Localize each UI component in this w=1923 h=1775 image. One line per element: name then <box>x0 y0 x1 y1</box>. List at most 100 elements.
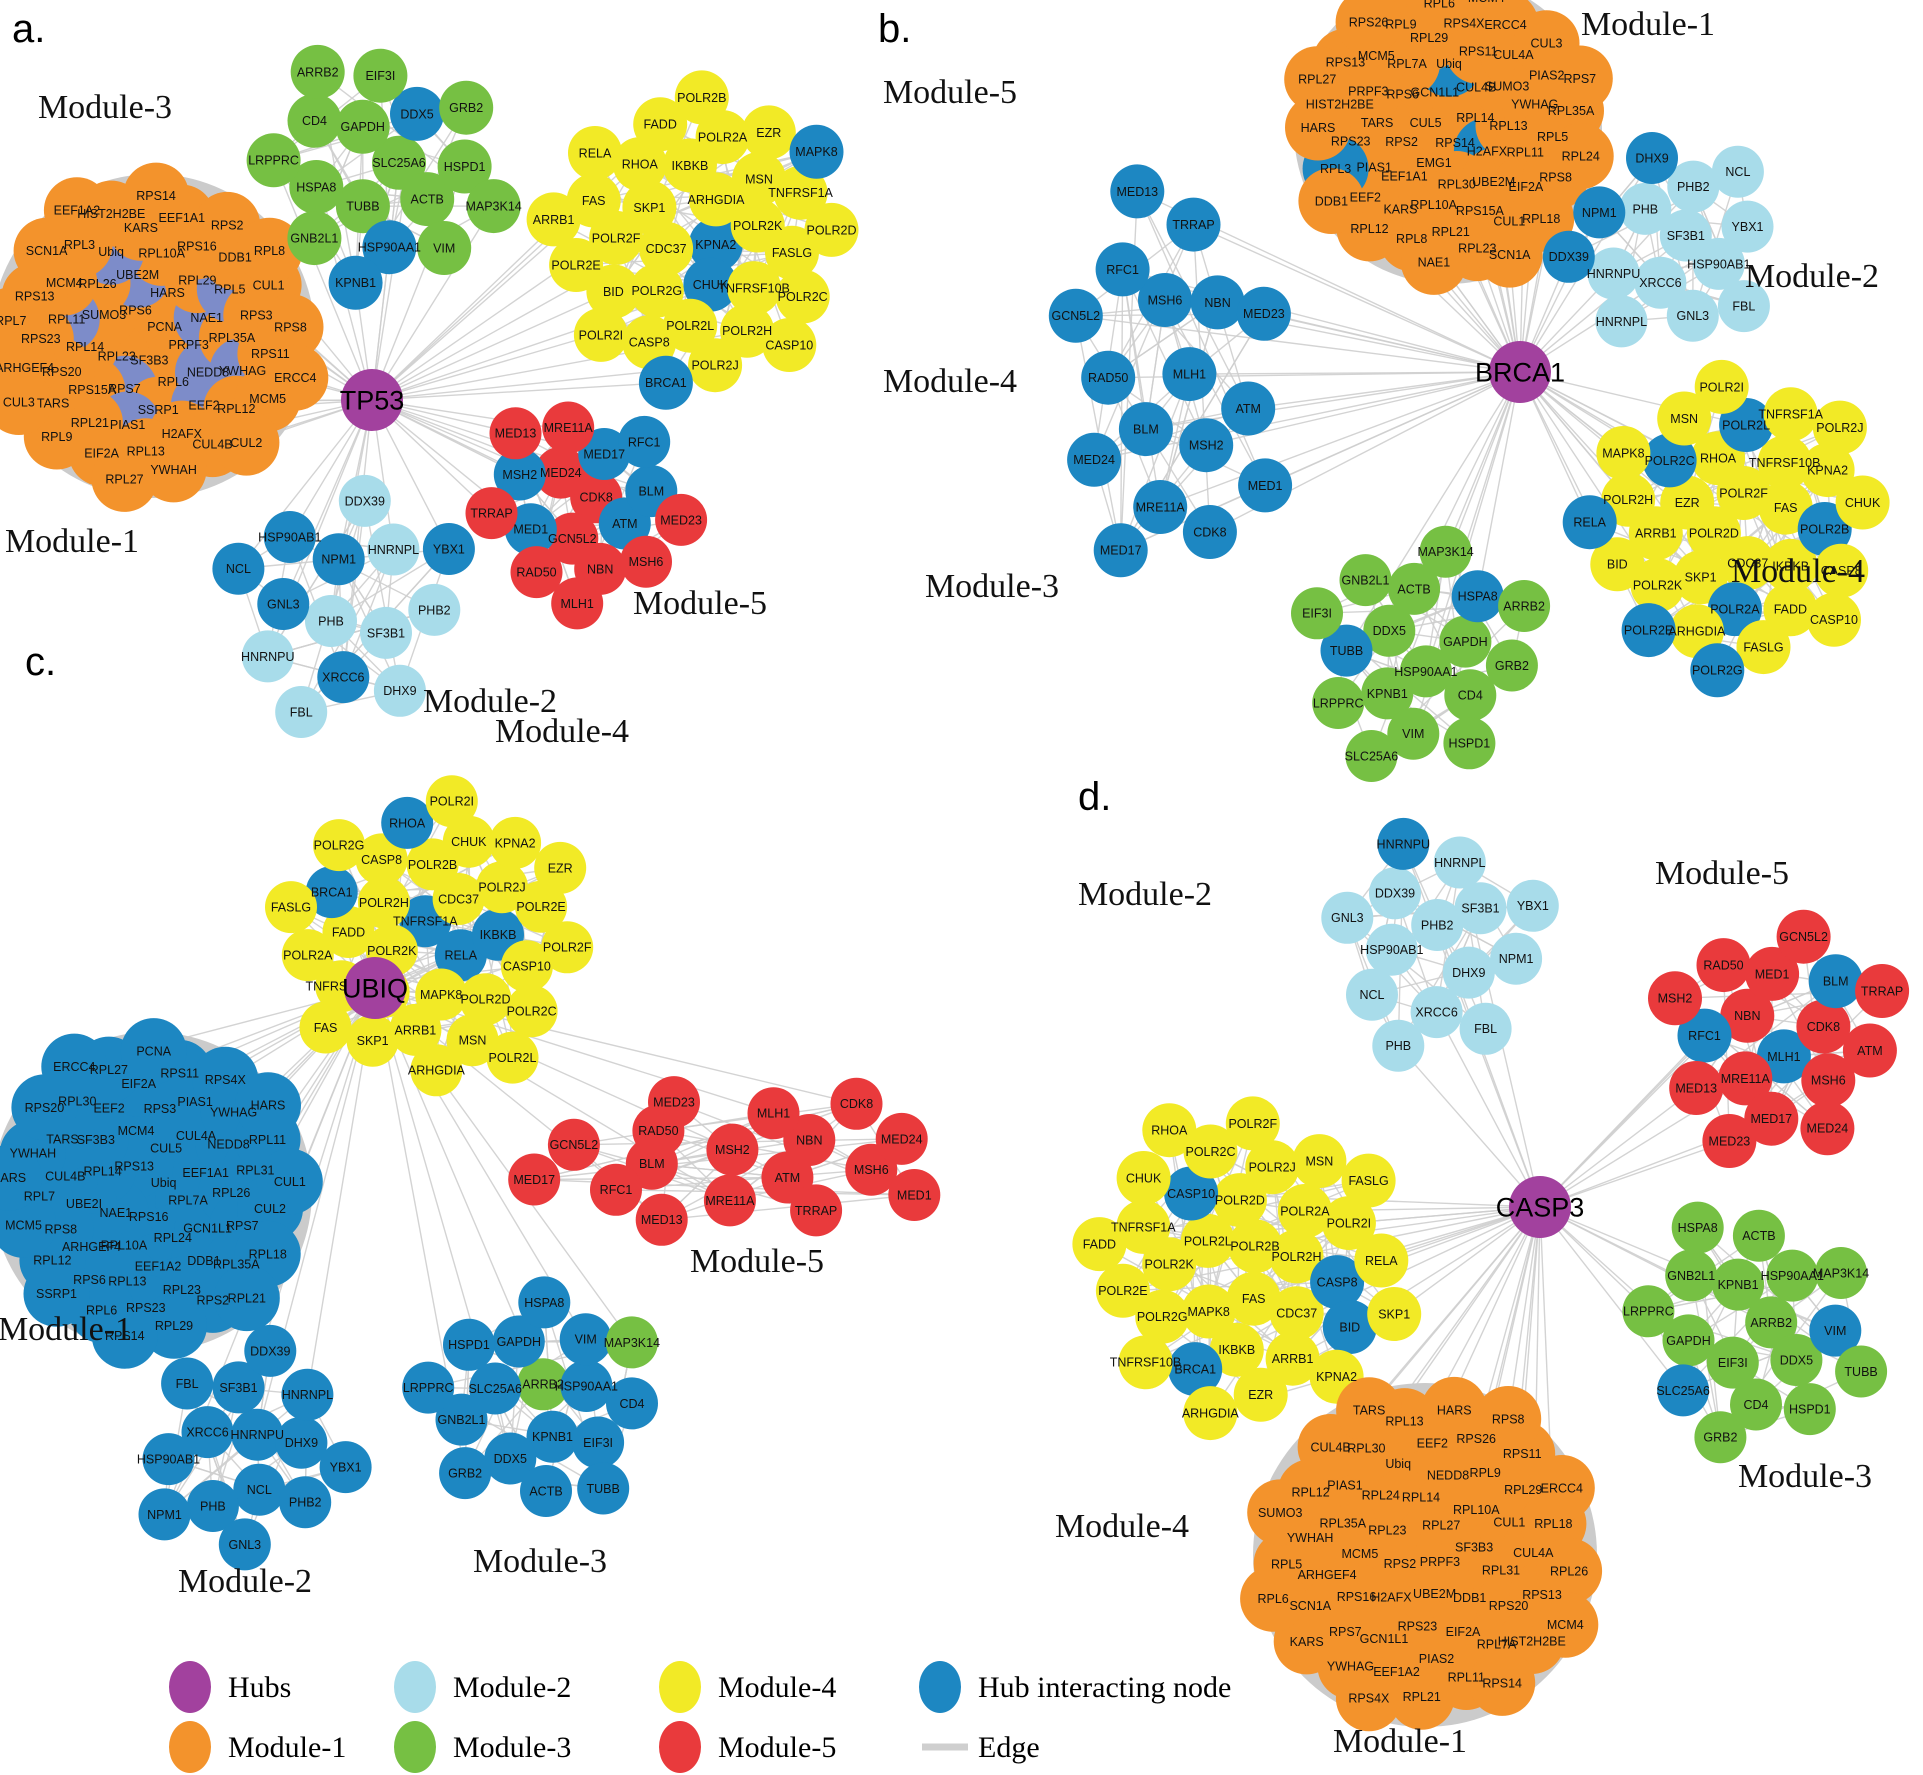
node-EZR <box>741 105 796 160</box>
module-label-module-2: Module-2 <box>1078 876 1212 913</box>
legend-swatch-module-1 <box>169 1721 211 1773</box>
node-HNRNPL <box>1433 836 1486 889</box>
node-MED1 <box>1745 946 1800 1001</box>
node-HSPD1 <box>1783 1383 1836 1436</box>
node-RPL29 <box>141 1292 207 1359</box>
node-TUBB <box>577 1462 630 1515</box>
node-CHUK <box>442 815 495 868</box>
legend-swatch-module-2 <box>394 1661 436 1713</box>
node-POLR2G <box>313 819 365 872</box>
edge <box>1159 371 1521 508</box>
node-RPL27 <box>91 445 158 512</box>
node-FADD <box>322 906 375 958</box>
edge <box>661 1194 915 1221</box>
node-ARRB2 <box>290 44 345 99</box>
node-POLR2G <box>1135 1289 1190 1344</box>
node-RPL21 <box>1388 1663 1455 1730</box>
node-MSN <box>446 1014 499 1067</box>
node-ARHGDIA <box>1183 1386 1238 1441</box>
node-RPL27 <box>1284 46 1351 113</box>
node-POLR2K <box>1630 558 1685 613</box>
node-CDK8 <box>830 1077 883 1130</box>
node-TNFRSF10B <box>1118 1335 1173 1390</box>
module-label-module-1: Module-1 <box>0 1311 132 1348</box>
node-RPL7 <box>0 287 44 354</box>
node-RPS14 <box>1469 1649 1536 1716</box>
node-POLR2B <box>1228 1219 1282 1274</box>
node-FASLG <box>1736 620 1791 675</box>
node-KPNA2 <box>1800 443 1855 498</box>
node-RELA <box>568 126 622 180</box>
node-EIF3I <box>353 48 408 103</box>
module-label-module-3: Module-3 <box>1738 1458 1872 1495</box>
node-ARRB2 <box>1745 1296 1798 1349</box>
node-ARRB1 <box>526 192 581 247</box>
node-GAPDH <box>1439 615 1492 668</box>
node-CASP8 <box>1310 1255 1365 1310</box>
node-DDX39 <box>1369 867 1421 920</box>
node-TNFRSF1A <box>773 165 828 220</box>
node-NCL <box>1711 145 1764 198</box>
module-label-module-4: Module-4 <box>883 363 1017 400</box>
node-TRRAP <box>465 487 518 540</box>
node-MED13 <box>1669 1061 1724 1115</box>
node-KPNA2 <box>489 816 542 869</box>
node-RHOA <box>612 137 667 192</box>
node-HSPA8 <box>1451 570 1504 623</box>
module-label-module-4: Module-4 <box>495 713 629 750</box>
node-IKBKB <box>1209 1322 1264 1377</box>
node-ARRB1 <box>389 1003 442 1056</box>
node-HNRNPU <box>1587 247 1640 300</box>
node-ERCC4 <box>41 1033 108 1100</box>
node-MRE11A <box>1133 480 1188 534</box>
node-GNB2L1 <box>287 211 342 266</box>
node-LRPPRC <box>1622 1285 1675 1338</box>
node-TUBB <box>335 179 390 234</box>
edge <box>1159 302 1219 508</box>
edge <box>371 382 666 401</box>
node-SLC25A6 <box>469 1362 522 1415</box>
node-DDB1 <box>1298 168 1365 234</box>
module-label-module-1: Module-1 <box>1581 6 1715 43</box>
node-TNFRSF1A <box>1763 387 1818 442</box>
panel-letter-BRCA1: b. <box>878 7 911 51</box>
node-HNRNPU <box>1377 817 1430 870</box>
node-EZR <box>534 841 587 894</box>
legend-label-hubs: Hubs <box>228 1671 291 1704</box>
module-label-module-5: Module-5 <box>690 1243 824 1280</box>
node-KPNA2 <box>688 217 743 272</box>
node-POLR2F <box>1225 1096 1280 1151</box>
node-XRCC6 <box>181 1406 234 1459</box>
node-POLR2A <box>695 110 750 165</box>
node-PHB2 <box>1411 899 1464 951</box>
node-POLR2I <box>1694 359 1749 414</box>
edge <box>1121 269 1207 446</box>
node-POLR2C <box>505 985 558 1038</box>
node-MRE11A <box>1718 1051 1773 1106</box>
node-MED13 <box>489 407 542 460</box>
legend-label-module-2: Module-2 <box>453 1671 571 1704</box>
node-POLR2D <box>804 202 859 257</box>
node-PCNA <box>120 1018 187 1085</box>
node-DDX5 <box>1363 604 1416 657</box>
module-label-module-3: Module-3 <box>473 1543 607 1580</box>
edge <box>1435 1011 1541 1208</box>
node-POLR2J <box>1245 1140 1300 1195</box>
node-POLR2I <box>425 775 478 828</box>
node-MED13 <box>1110 164 1165 219</box>
node-HNRNPL <box>281 1368 334 1421</box>
node-FADD <box>633 97 688 152</box>
node-CDC37 <box>1269 1286 1324 1341</box>
node-POLR2H <box>357 876 410 929</box>
edge <box>1397 1045 1541 1208</box>
node-KPNB1 <box>526 1410 579 1463</box>
node-DHX9 <box>1442 946 1495 999</box>
node-POLR2D <box>459 973 512 1026</box>
node-TUBB <box>1320 624 1373 677</box>
node-NPM1 <box>138 1488 191 1541</box>
edge <box>1263 313 1521 373</box>
node-HSP90AB1 <box>1365 923 1418 976</box>
node-TARS <box>1336 1377 1403 1444</box>
edge <box>1444 371 1521 552</box>
node-CASP10 <box>1807 592 1861 647</box>
